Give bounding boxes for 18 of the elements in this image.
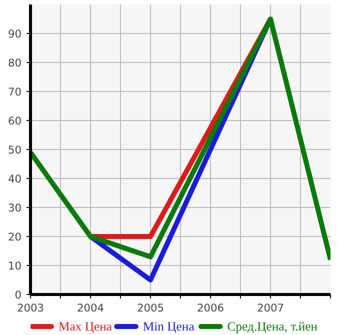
x-tick-label: 2003: [16, 302, 44, 314]
y-tick-label: 80: [8, 56, 22, 70]
y-tick-label: 10: [8, 260, 22, 272]
x-tick-label: 2007: [256, 302, 284, 314]
y-tick-label: 90: [8, 28, 22, 40]
y-tick-label: 70: [8, 86, 22, 98]
y-tick-label: 50: [8, 144, 22, 156]
y-tick-label: 40: [8, 172, 22, 186]
legend-label: Сред.Цена, т.йен: [227, 320, 318, 334]
legend-label: Max Цена: [58, 320, 112, 334]
y-tick-label: 60: [8, 114, 22, 128]
x-tick-label: 2006: [196, 302, 224, 314]
x-tick-label: 2004: [76, 302, 104, 314]
y-tick-label: 20: [8, 230, 22, 244]
y-tick-label: 0: [14, 288, 22, 302]
legend-label: Min Цена: [142, 320, 195, 334]
x-tick-label: 2005: [136, 302, 164, 314]
y-tick-label: 30: [8, 202, 22, 214]
